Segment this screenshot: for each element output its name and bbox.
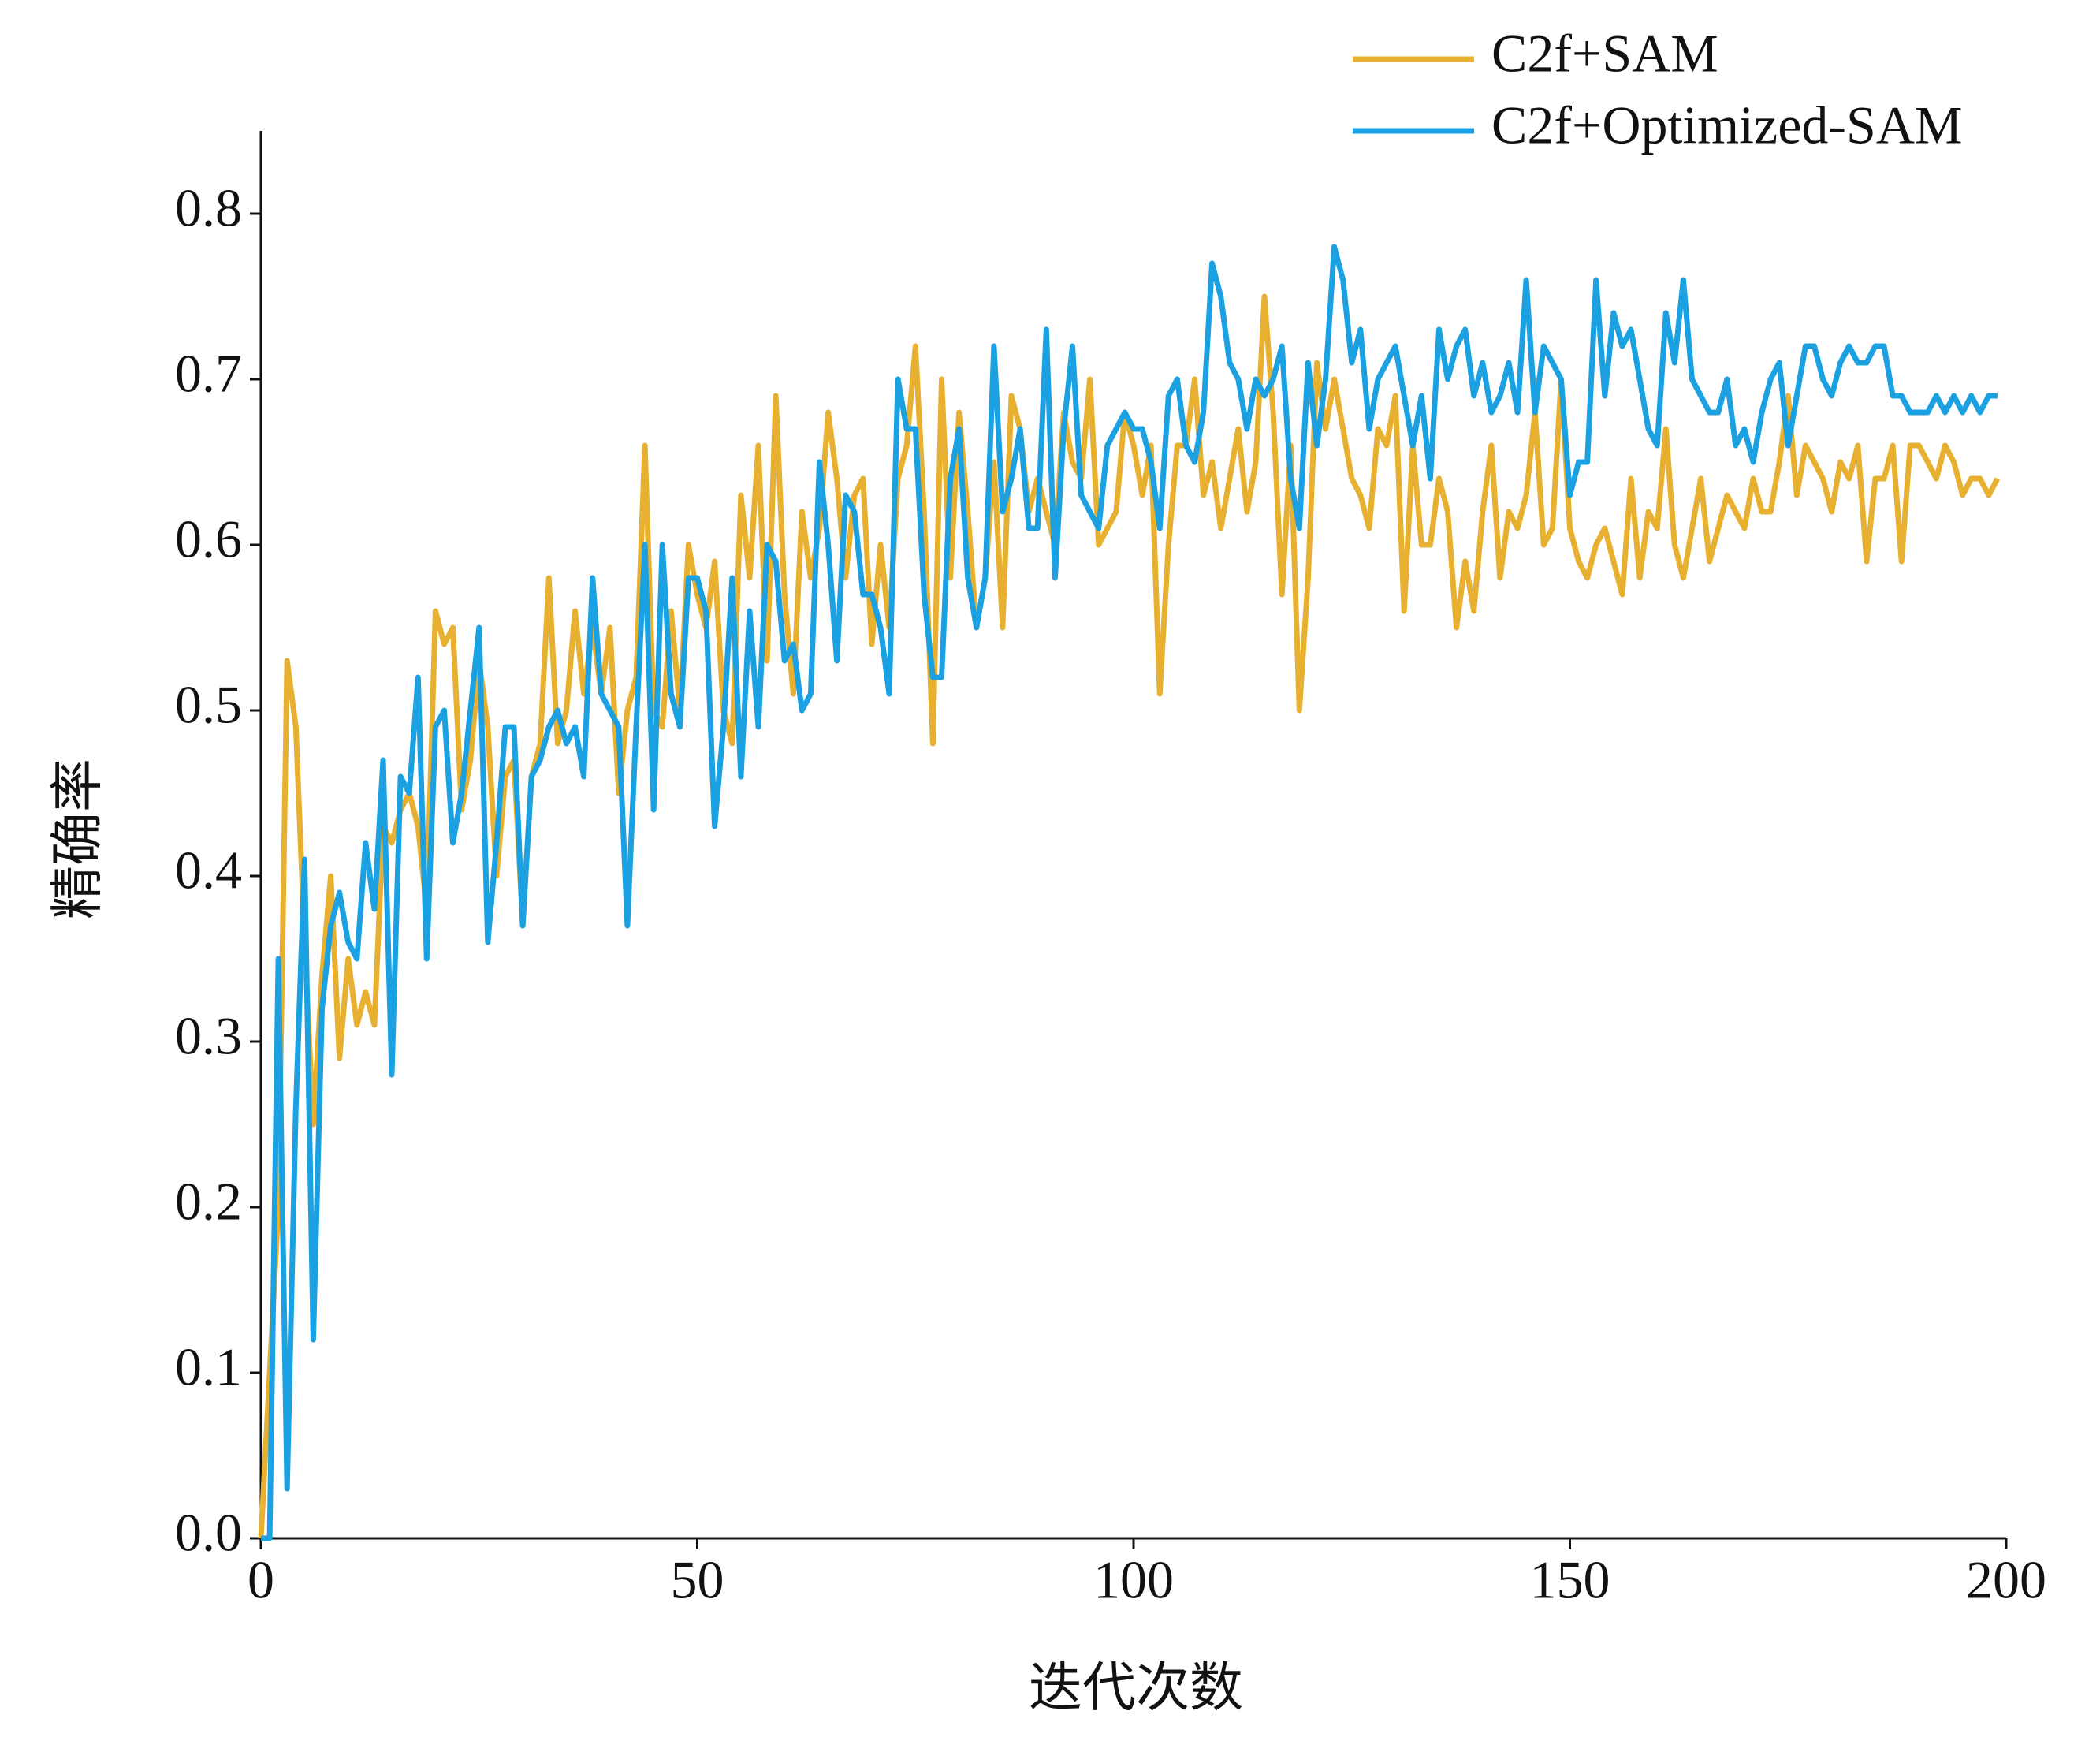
y-tick-label: 0.3 [175, 1006, 242, 1066]
x-tick-label: 200 [1966, 1550, 2046, 1610]
y-tick-label: 0.0 [175, 1503, 242, 1563]
x-tick-label: 150 [1530, 1550, 1610, 1610]
x-tick-label: 100 [1093, 1550, 1174, 1610]
legend-label: C2f+SAM [1491, 24, 1718, 84]
y-tick-label: 0.6 [175, 509, 242, 569]
y-tick-label: 0.5 [175, 675, 242, 735]
y-tick-label: 0.2 [175, 1172, 242, 1232]
x-tick-label: 50 [671, 1550, 724, 1610]
y-tick-label: 0.7 [175, 344, 242, 404]
y-tick-label: 0.8 [175, 178, 242, 238]
y-axis-label: 精确率 [48, 759, 108, 919]
series-line [261, 244, 1998, 1541]
series-line [258, 293, 2001, 1539]
x-tick-label: 0 [248, 1550, 274, 1610]
y-tick-label: 0.1 [175, 1337, 242, 1397]
y-tick-label: 0.4 [175, 841, 242, 900]
x-axis-label: 迭代次数 [1029, 1658, 1243, 1718]
legend-label: C2f+Optimized-SAM [1491, 95, 1962, 155]
